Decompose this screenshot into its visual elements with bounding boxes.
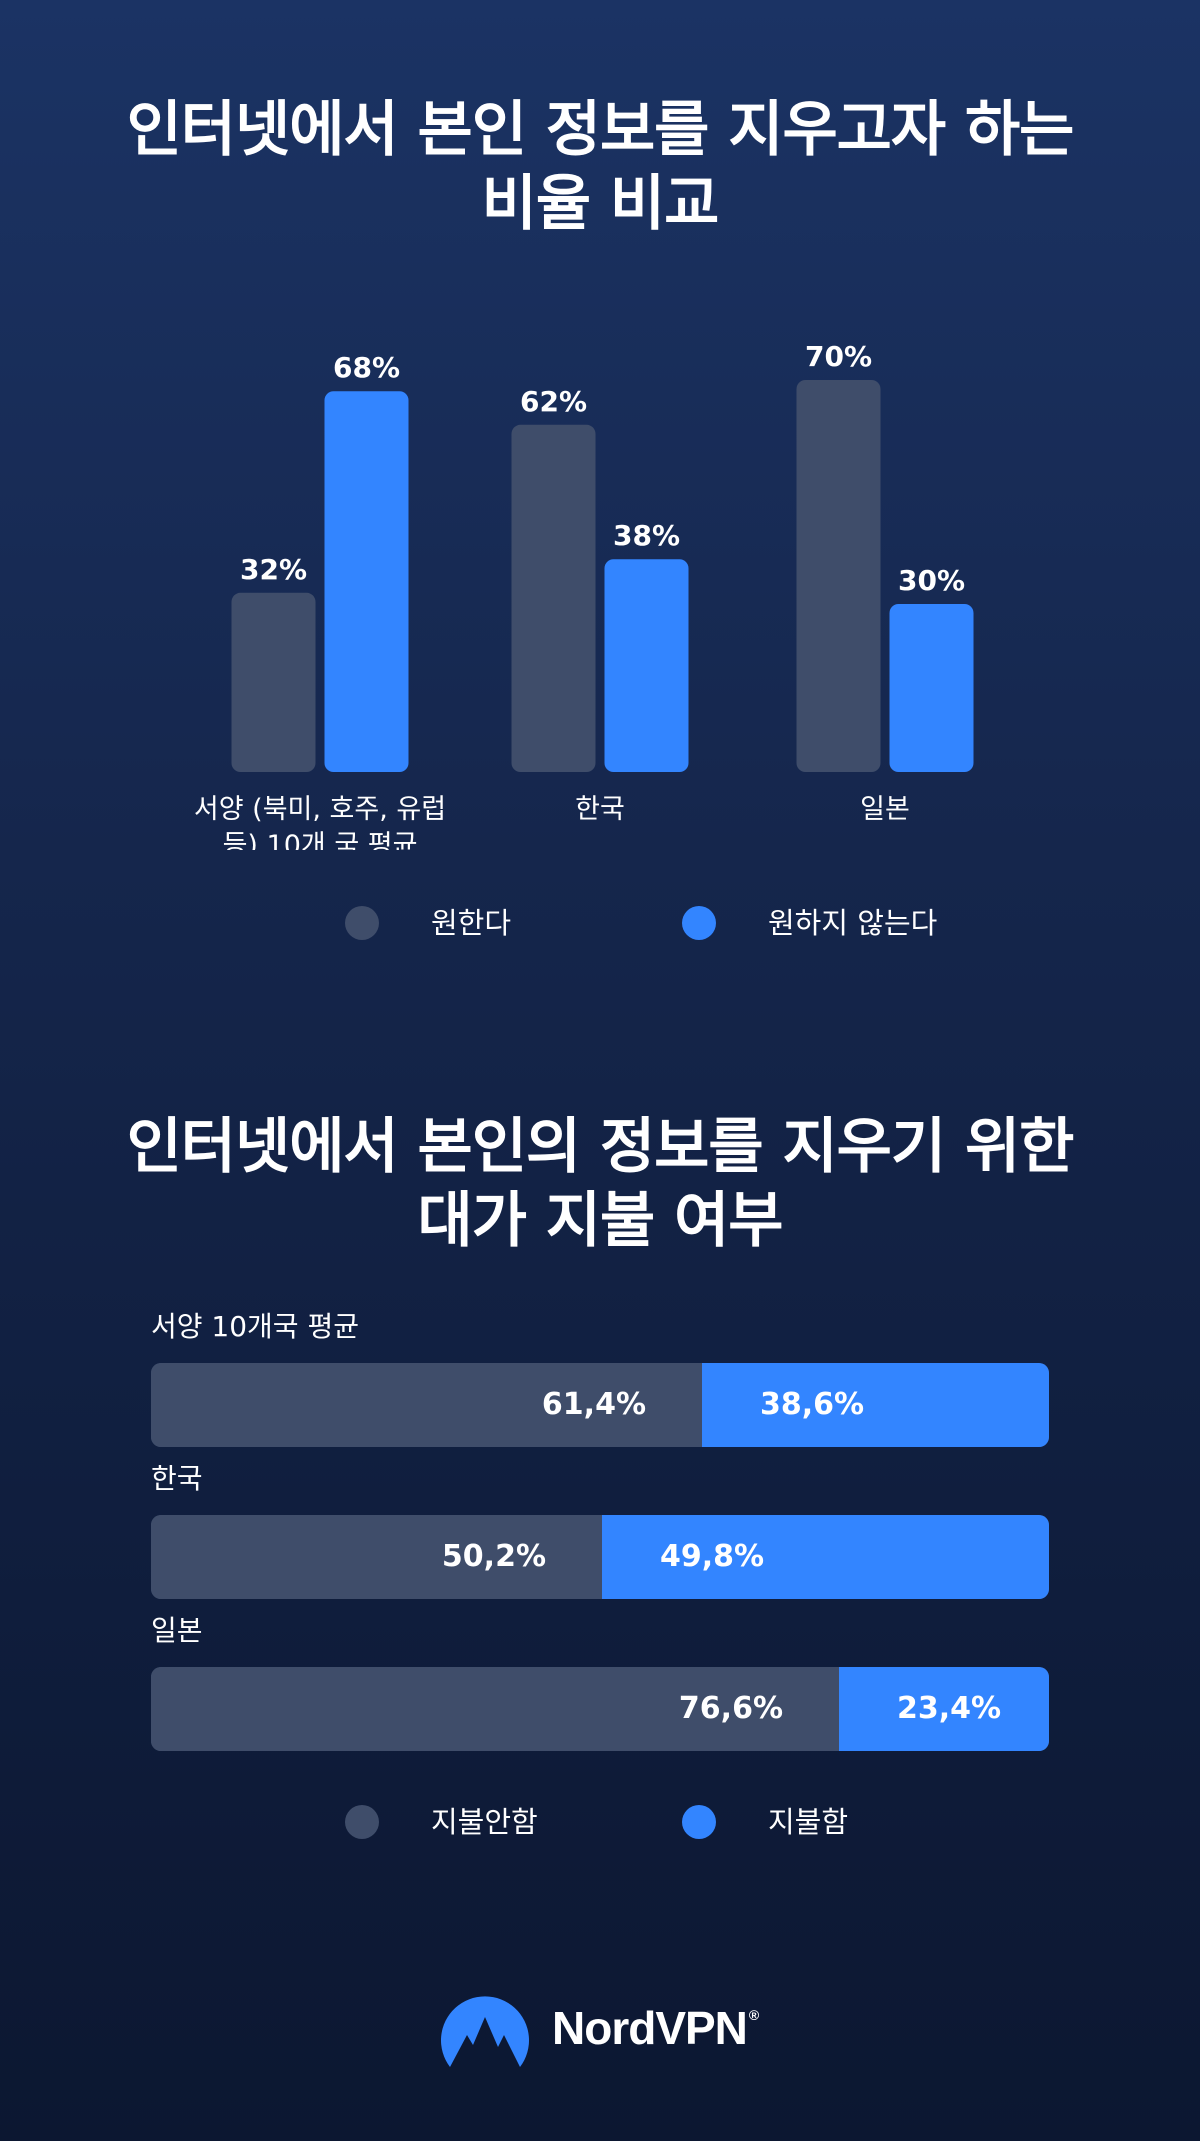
hbar-category-label: 일본 xyxy=(151,1614,203,1647)
hbar-value-no-pay: 50,2% xyxy=(441,1539,546,1574)
brand-name-text: NordVPN xyxy=(552,2002,748,2054)
hbar-segment-pay xyxy=(702,1363,1049,1447)
hbar-segment-no-pay xyxy=(151,1515,602,1599)
hbar-track: 50,2% 49,8% xyxy=(151,1515,1049,1599)
brand-name: NordVPN ® xyxy=(552,2001,759,2055)
data-label-japan-series-2: 30% xyxy=(898,564,965,597)
legend-swatch-wants xyxy=(345,906,379,940)
data-label-japan-series-1: 70% xyxy=(805,340,872,373)
chart2-title-line-1: 인터넷에서 본인의 정보를 지우기 위한 xyxy=(126,1112,1075,1182)
category-label-west: 등) 10개 국 평균 xyxy=(223,830,418,850)
hbar-category-label: 서양 10개국 평균 xyxy=(151,1310,359,1343)
registered-mark: ® xyxy=(748,2007,759,2023)
hbar-segment-no-pay xyxy=(151,1667,839,1751)
hbar-track: 76,6% 23,4% xyxy=(151,1667,1049,1751)
chart2-title-line-2: 대가 지불 여부 xyxy=(417,1186,784,1256)
bar-korea-series-1 xyxy=(511,424,596,772)
legend-swatch-not-wants xyxy=(682,906,716,940)
category-label-japan: 일본 xyxy=(860,794,910,825)
bar-japan-series-1 xyxy=(796,380,881,772)
hbar-value-pay: 23,4% xyxy=(897,1691,1002,1726)
category-label-korea: 한국 xyxy=(575,794,625,825)
legend-label-no-pay: 지불안함 xyxy=(431,1805,538,1839)
legend-swatch-no-pay xyxy=(345,1805,379,1839)
hbar-value-no-pay: 76,6% xyxy=(678,1691,783,1726)
hbar-segment-pay xyxy=(839,1667,1049,1751)
chart1-bar-chart: 32% 68% 서양 (북미, 호주, 유럽등) 10개 국 평균 62% 38% 한국 7… xyxy=(194,340,974,850)
chart2-legend: 지불안함 지불함 xyxy=(0,1802,1200,1842)
hbar-value-no-pay: 61,4% xyxy=(541,1387,646,1422)
legend-swatch-pay xyxy=(682,1805,716,1839)
category-label-west: 서양 (북미, 호주, 유럽 xyxy=(194,794,446,825)
legend-label-not-wants: 원하지 않는다 xyxy=(768,906,938,940)
hbar-value-pay: 49,8% xyxy=(660,1539,765,1574)
chart2-title: 인터넷에서 본인의 정보를 지우기 위한 대가 지불 여부 xyxy=(0,1110,1200,1258)
legend-label-wants: 원한다 xyxy=(431,906,512,940)
chart1-title-line-1: 인터넷에서 본인 정보를 지우고자 하는 xyxy=(126,95,1075,165)
data-label-korea-series-2: 38% xyxy=(613,519,680,552)
hbar-track: 61,4% 38,6% xyxy=(151,1363,1049,1447)
hbar-segment-no-pay xyxy=(151,1363,702,1447)
hbar-segment-pay xyxy=(602,1515,1049,1599)
bar-japan-series-2 xyxy=(889,604,974,772)
hbar-value-pay: 38,6% xyxy=(760,1387,865,1422)
bar-west-series-1 xyxy=(231,592,316,772)
chart1-legend: 원한다 원하지 않는다 xyxy=(0,903,1200,943)
data-label-west-series-2: 68% xyxy=(333,351,400,384)
data-label-west-series-1: 32% xyxy=(240,553,307,586)
nordvpn-logo: NordVPN ® xyxy=(440,1995,770,2070)
legend-label-pay: 지불함 xyxy=(768,1805,849,1839)
mountain-icon xyxy=(441,1996,529,2067)
chart1-title: 인터넷에서 본인 정보를 지우고자 하는 비율 비교 xyxy=(0,93,1200,241)
data-label-korea-series-1: 62% xyxy=(520,385,587,418)
hbar-category-label: 한국 xyxy=(151,1462,203,1495)
chart2-stacked-bar-chart: 서양 10개국 평균 61,4% 38,6% 한국 50,2% 49,8% 일본… xyxy=(151,1310,1049,1760)
chart1-title-line-2: 비율 비교 xyxy=(481,169,720,239)
bar-west-series-2 xyxy=(324,391,409,772)
bar-korea-series-2 xyxy=(604,559,689,772)
